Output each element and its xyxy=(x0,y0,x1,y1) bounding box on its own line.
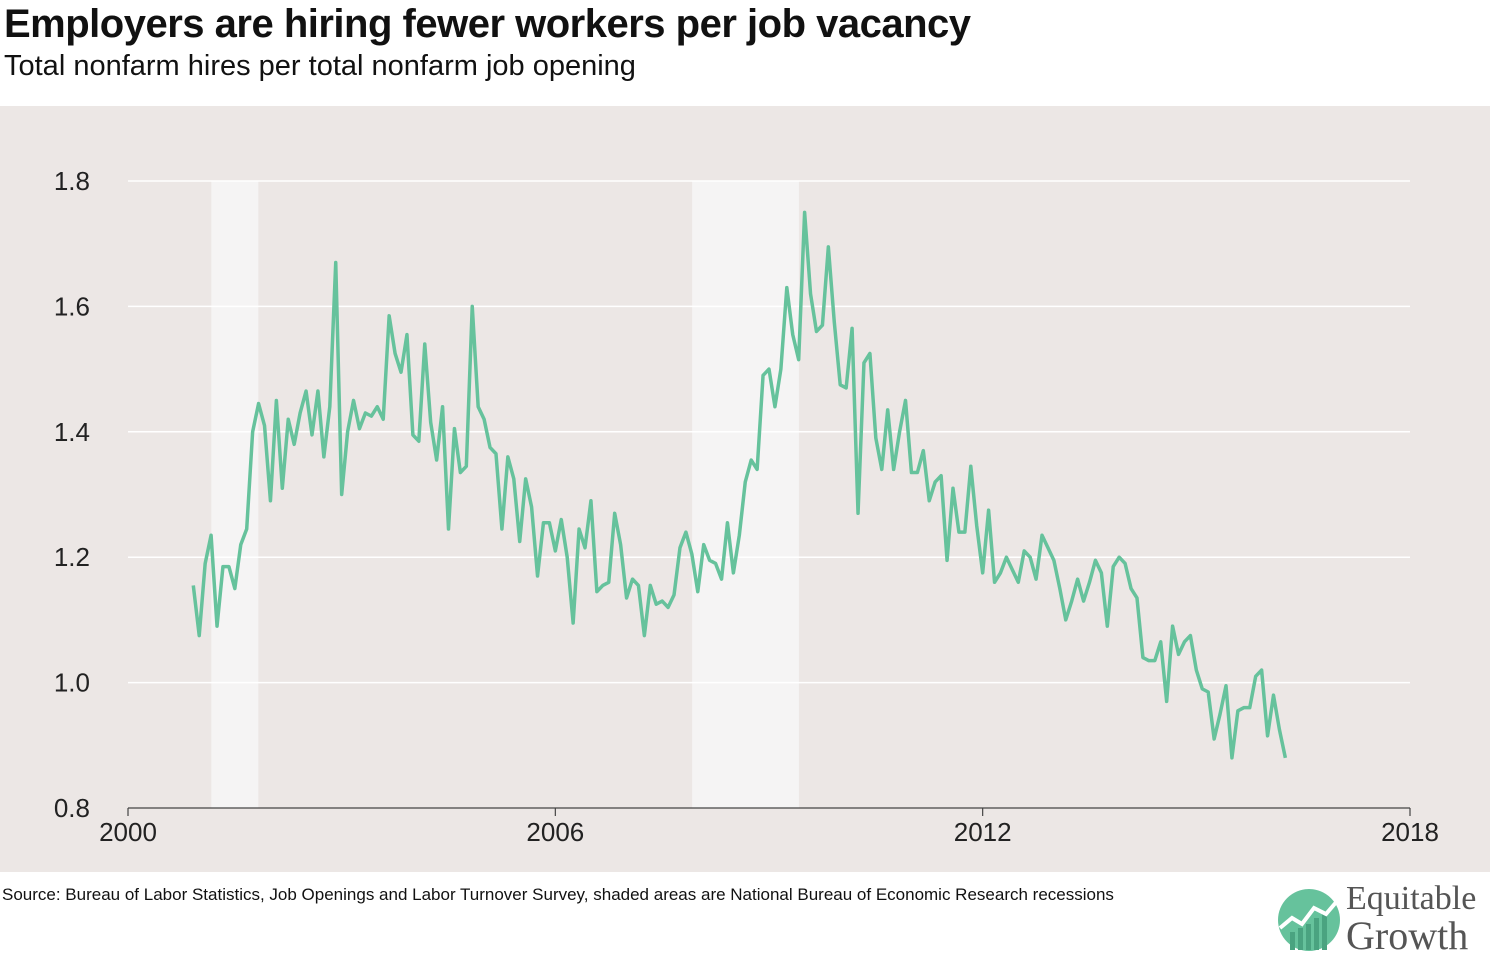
logo-line1: Equitable xyxy=(1346,880,1477,917)
growth-logo-icon xyxy=(1278,889,1340,951)
axes: 0.8 1.0 1.2 1.4 1.6 1.8 2000 2006 2012 2018 xyxy=(54,166,1439,847)
y-tick-label: 1.4 xyxy=(54,417,90,447)
gridlines xyxy=(128,180,1410,684)
y-tick-label: 1.2 xyxy=(54,542,90,572)
series-line xyxy=(191,210,1288,760)
x-tick-label: 2000 xyxy=(99,817,157,847)
x-tick-label: 2018 xyxy=(1381,817,1439,847)
x-tick-label: 2006 xyxy=(526,817,584,847)
source-note: Source: Bureau of Labor Statistics, Job … xyxy=(2,885,1114,904)
y-tick-label: 0.8 xyxy=(54,793,90,823)
recession-band xyxy=(211,181,259,808)
y-tick-label: 1.8 xyxy=(54,166,90,196)
logo-line2: Growth xyxy=(1346,913,1469,958)
chart-subtitle: Total nonfarm hires per total nonfarm jo… xyxy=(4,50,636,82)
x-tick-label: 2012 xyxy=(954,817,1012,847)
y-tick-label: 1.6 xyxy=(54,291,90,321)
equitable-growth-logo: Equitable Growth xyxy=(1276,880,1490,958)
y-tick-label: 1.0 xyxy=(54,668,90,698)
series xyxy=(191,210,1288,760)
chart-title: Employers are hiring fewer workers per j… xyxy=(4,2,971,46)
